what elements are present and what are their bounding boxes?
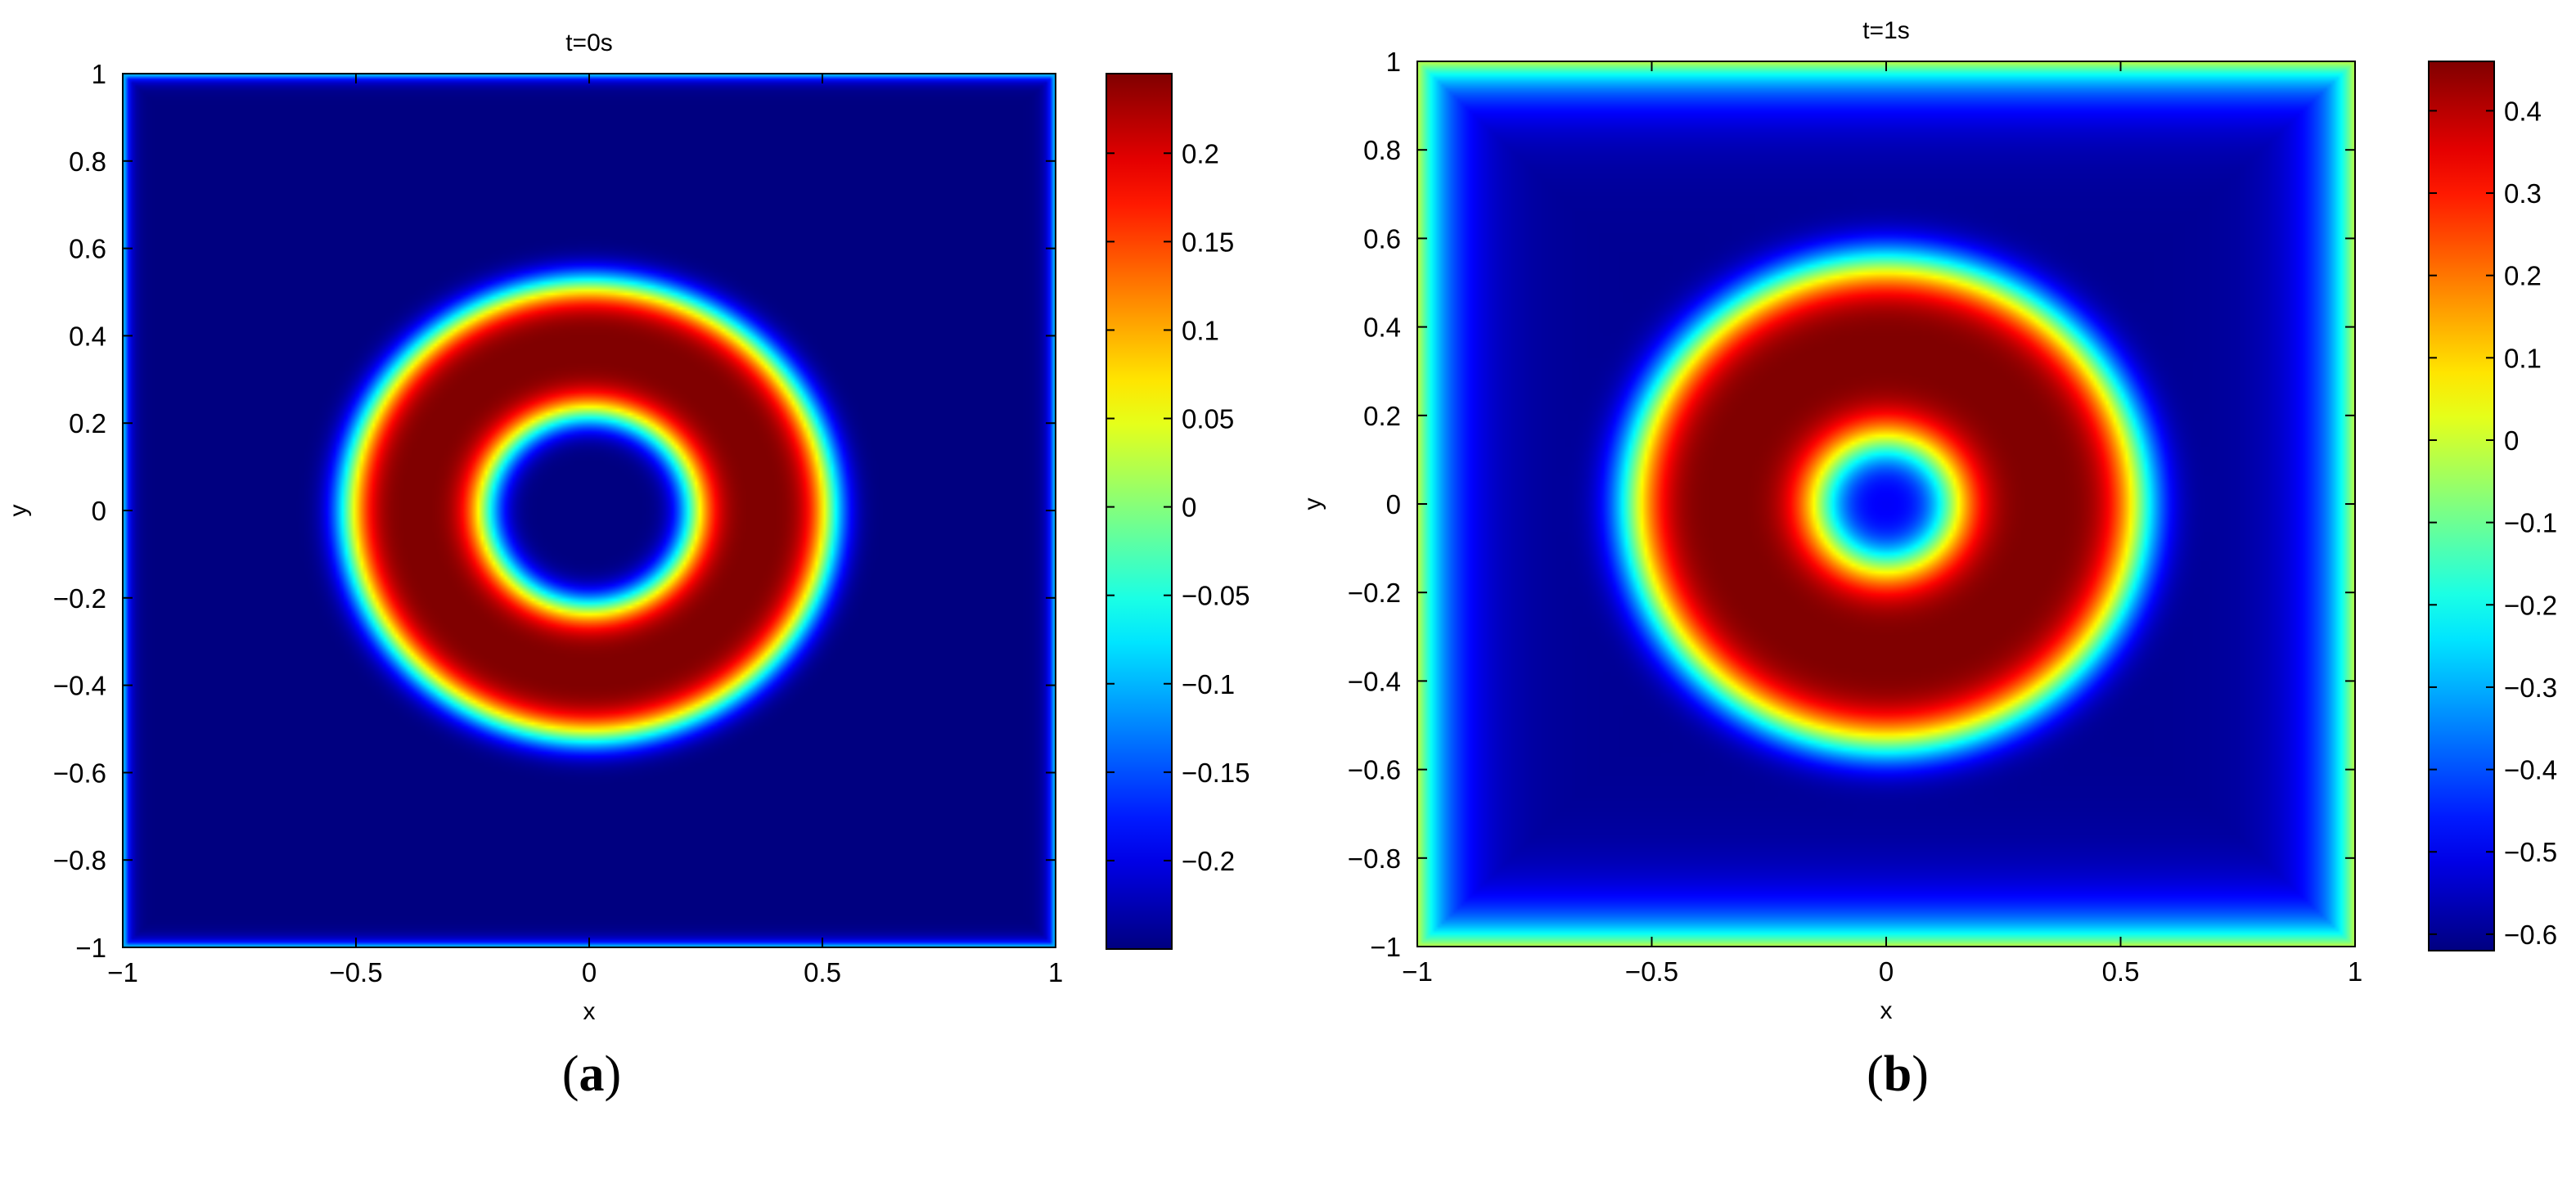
x-tick-label: −0.5 bbox=[1625, 956, 1678, 987]
caption-a-letter: a bbox=[579, 1046, 605, 1102]
x-axis-label: x bbox=[1880, 997, 1893, 1024]
x-tick-label: 0.5 bbox=[2102, 956, 2140, 987]
y-tick-label: −0.2 bbox=[1348, 578, 1401, 608]
colorbar-tick-label: −0.15 bbox=[1182, 758, 1250, 788]
y-tick-label: −0.4 bbox=[1348, 666, 1401, 696]
y-axis-label: y bbox=[1299, 498, 1326, 511]
y-tick-label: 0.4 bbox=[69, 321, 106, 351]
y-tick-label: −0.4 bbox=[53, 671, 106, 701]
y-tick-label: 0.2 bbox=[69, 408, 106, 439]
y-tick-label: −0.2 bbox=[53, 583, 106, 614]
colorbar-tick-label: −0.5 bbox=[2504, 837, 2557, 867]
heatmap-b bbox=[1417, 61, 2355, 947]
y-tick-label: −0.8 bbox=[1348, 843, 1401, 874]
y-tick-label: 0.8 bbox=[69, 146, 106, 177]
colorbar-tick-label: −0.4 bbox=[2504, 755, 2557, 785]
colorbar-tick-label: 0.3 bbox=[2504, 178, 2542, 209]
colorbar-tick-label: −0.05 bbox=[1182, 581, 1250, 611]
y-tick-label: 0.6 bbox=[1363, 223, 1401, 254]
x-tick-label: 0 bbox=[1879, 956, 1894, 987]
y-tick-label: 0.4 bbox=[1363, 313, 1401, 343]
colorbar-tick-label: −0.1 bbox=[1182, 669, 1235, 699]
caption-a: (a) bbox=[561, 1046, 622, 1102]
colorbar-tick-label: −0.2 bbox=[1182, 846, 1235, 876]
y-tick-label: 0.8 bbox=[1363, 135, 1401, 165]
colorbar-tick-label: −0.6 bbox=[2504, 920, 2557, 950]
x-axis-label: x bbox=[583, 998, 596, 1025]
colorbar-tick-label: 0.2 bbox=[2504, 261, 2542, 291]
y-tick-label: 1 bbox=[1386, 47, 1401, 77]
caption-b-letter: b bbox=[1883, 1046, 1912, 1102]
x-tick-label: 0 bbox=[582, 957, 597, 987]
colorbar bbox=[1106, 73, 1173, 950]
colorbar-tick-label: −0.1 bbox=[2504, 508, 2557, 538]
colorbar-tick-label: 0 bbox=[1182, 493, 1196, 523]
y-tick-label: −0.6 bbox=[1348, 755, 1401, 785]
y-tick-label: −1 bbox=[1370, 932, 1401, 962]
x-tick-label: 1 bbox=[2348, 956, 2362, 987]
y-axis-label: y bbox=[5, 505, 32, 517]
colorbar bbox=[2428, 61, 2495, 951]
y-tick-label: −0.6 bbox=[53, 758, 106, 788]
colorbar-tick-label: 0 bbox=[2504, 425, 2519, 456]
y-tick-label: 0 bbox=[92, 496, 106, 526]
y-tick-label: 0.6 bbox=[69, 234, 106, 264]
colorbar-tick-label: 0.2 bbox=[1182, 138, 1219, 169]
y-tick-label: −1 bbox=[75, 933, 106, 963]
x-tick-label: −0.5 bbox=[329, 957, 382, 987]
chart-title: t=0s bbox=[565, 29, 613, 56]
y-tick-label: −0.8 bbox=[53, 845, 106, 875]
heatmap-a bbox=[123, 74, 1056, 947]
x-tick-label: 0.5 bbox=[804, 957, 841, 987]
x-tick-label: −1 bbox=[1402, 956, 1433, 987]
x-tick-label: −1 bbox=[107, 957, 138, 987]
colorbar-tick-label: −0.2 bbox=[2504, 590, 2557, 620]
colorbar-tick-label: 0.05 bbox=[1182, 404, 1234, 434]
colorbar-tick-label: 0.1 bbox=[2504, 343, 2542, 373]
y-tick-label: 0 bbox=[1386, 489, 1401, 520]
caption-b: (b) bbox=[1867, 1046, 1929, 1102]
chart-title: t=1s bbox=[1862, 17, 1910, 44]
colorbar-tick-label: −0.3 bbox=[2504, 672, 2557, 703]
colorbar-tick-label: 0.15 bbox=[1182, 227, 1234, 257]
y-tick-label: 0.2 bbox=[1363, 401, 1401, 431]
x-tick-label: 1 bbox=[1048, 957, 1063, 987]
colorbar-tick-label: 0.4 bbox=[2504, 96, 2542, 126]
y-tick-label: 1 bbox=[92, 59, 106, 89]
colorbar-tick-label: 0.1 bbox=[1182, 315, 1219, 345]
